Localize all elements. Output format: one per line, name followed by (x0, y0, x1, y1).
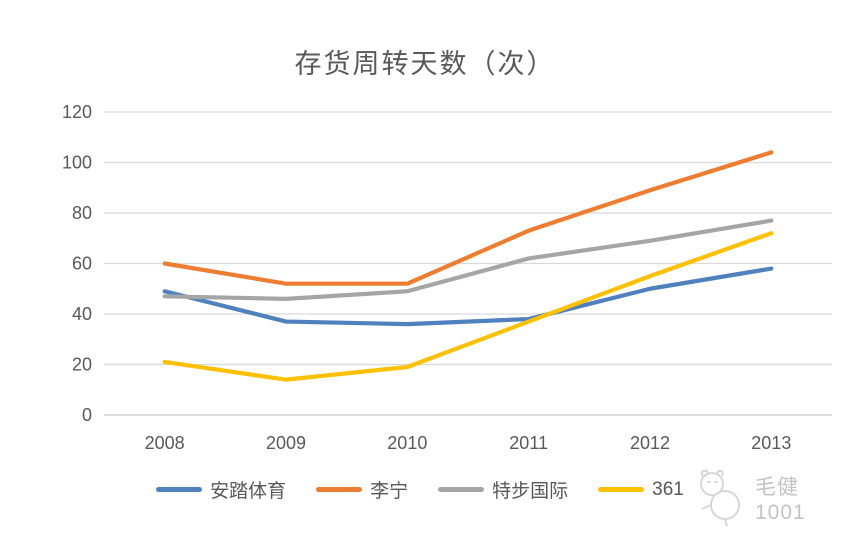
legend-label: 安踏体育 (210, 481, 287, 502)
series-line-1 (162, 150, 774, 286)
legend-item-1: 李宁 (316, 476, 408, 503)
y-tick-label: 60 (72, 254, 92, 274)
legend-swatch-icon (438, 487, 485, 492)
legend-swatch-icon (598, 487, 645, 492)
chart-title: 存货周转天数（次） (294, 49, 556, 79)
legend: 安踏体育 李宁 特步国际 361 (110, 476, 730, 503)
series-line-2 (162, 218, 774, 301)
series-line-3 (162, 231, 774, 382)
y-tick-label: 40 (72, 304, 92, 324)
watermark: 毛健1001 (695, 468, 845, 528)
watermark-text: 毛健1001 (755, 476, 806, 524)
legend-label: 361 (652, 478, 684, 500)
x-tick-label: 2011 (509, 433, 548, 453)
x-tick-label: 2013 (751, 433, 791, 453)
series-line-0 (162, 266, 774, 327)
x-tick-label: 2009 (266, 433, 306, 453)
y-tick-label: 20 (72, 355, 92, 375)
x-tick-label: 2010 (387, 433, 427, 453)
watermark-doodle-icon (700, 469, 740, 527)
legend-label: 李宁 (370, 481, 409, 502)
x-tick-label: 2012 (630, 433, 670, 453)
y-tick-label: 120 (62, 102, 92, 122)
legend-item-2: 特步国际 (438, 476, 568, 503)
x-tick-label: 2008 (145, 433, 185, 453)
legend-item-3: 361 (598, 479, 684, 501)
legend-item-0: 安踏体育 (156, 476, 286, 503)
y-tick-label: 80 (72, 203, 92, 223)
y-tick-label: 100 (62, 153, 92, 173)
y-tick-label: 0 (82, 405, 92, 425)
legend-label: 特步国际 (492, 481, 569, 502)
legend-swatch-icon (316, 487, 363, 492)
legend-swatch-icon (156, 487, 203, 492)
